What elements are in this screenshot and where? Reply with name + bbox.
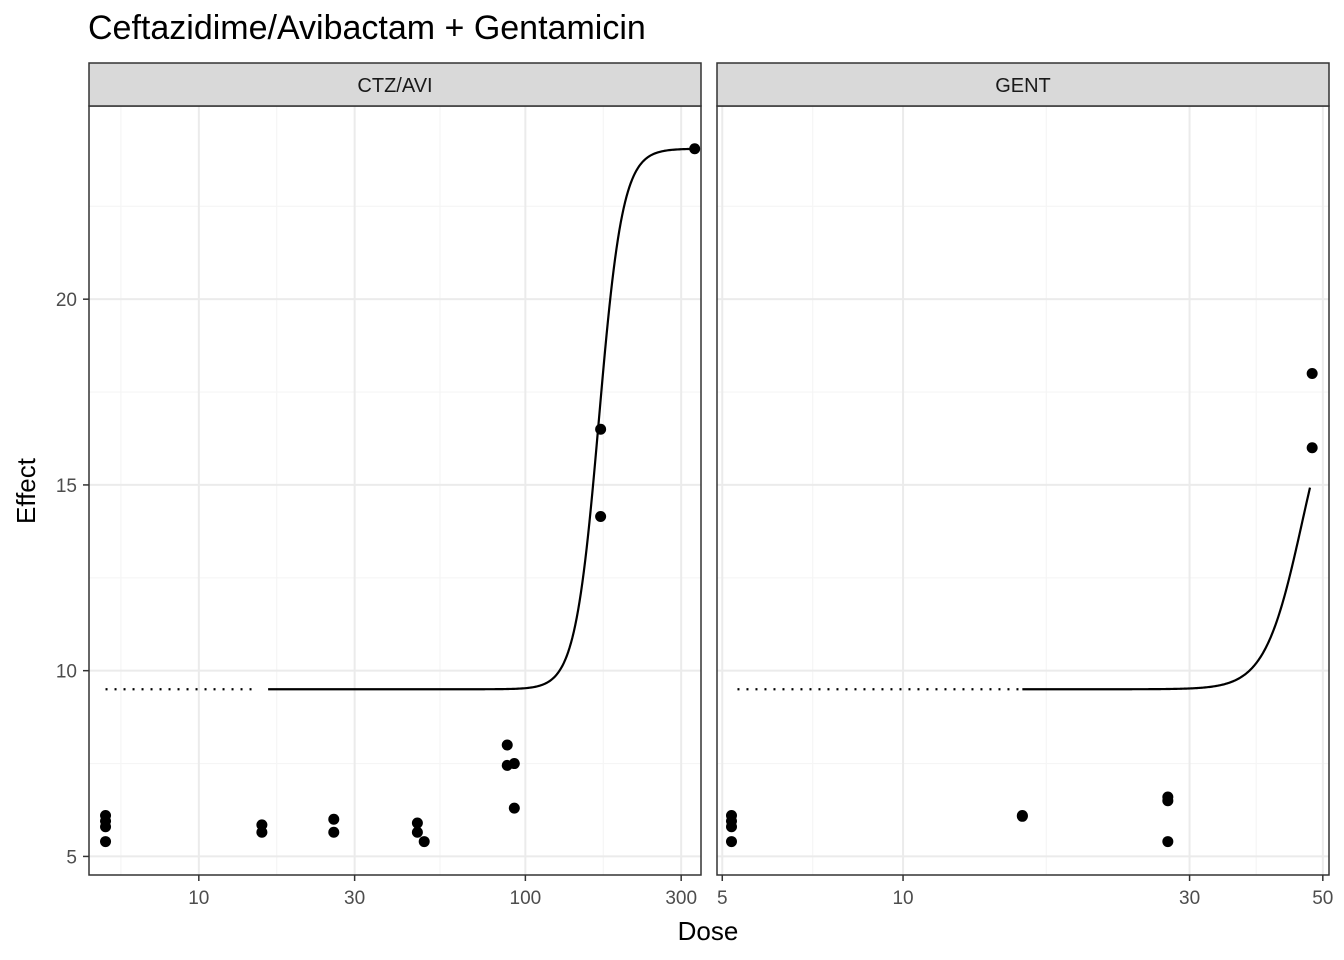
data-point	[328, 813, 340, 825]
chart-title: Ceftazidime/Avibactam + Gentamicin	[88, 9, 646, 47]
facet-strip-label: CTZ/AVI	[357, 75, 432, 97]
x-tick-label: 300	[665, 888, 697, 909]
y-tick-label: 20	[56, 290, 77, 311]
x-axis-title: Dose	[678, 916, 739, 946]
data-point	[595, 423, 607, 435]
x-tick-label: 10	[188, 888, 209, 909]
x-tick-label: 50	[1312, 888, 1333, 909]
panel-background	[717, 106, 1329, 875]
data-point	[725, 836, 737, 848]
data-point	[1016, 810, 1028, 822]
data-point	[725, 821, 737, 833]
data-point	[411, 817, 423, 829]
fitted-curve	[268, 147, 695, 691]
y-axis-title: Effect	[11, 457, 41, 524]
data-point	[508, 802, 520, 814]
data-point	[256, 826, 268, 838]
panel-1: GENT 5 10 30 50	[716, 62, 1333, 909]
data-point	[1306, 442, 1318, 454]
facet-strip-label: GENT	[995, 75, 1051, 97]
data-point	[100, 821, 112, 833]
data-point	[689, 143, 701, 155]
facet-strip	[88, 62, 702, 107]
y-tick-label: 10	[56, 662, 77, 683]
x-tick-label: 30	[1179, 888, 1200, 909]
facet-panels: CTZ/AVI 10 30 100 300 5 10 15 20 GENT 5 10 30 50	[56, 62, 1333, 909]
fitted-curve	[1022, 487, 1312, 691]
data-point	[1162, 795, 1174, 807]
data-point	[411, 826, 423, 838]
y-tick-label: 5	[66, 847, 77, 868]
data-point	[508, 758, 520, 770]
x-tick-label: 30	[344, 888, 365, 909]
data-point	[418, 836, 430, 848]
data-point	[328, 826, 340, 838]
y-tick-label: 15	[56, 476, 77, 497]
x-tick-label: 100	[510, 888, 542, 909]
data-point	[1162, 836, 1174, 848]
x-tick-label: 5	[717, 888, 728, 909]
panel-0: CTZ/AVI 10 30 100 300 5 10 15 20	[56, 62, 702, 909]
data-point	[501, 739, 513, 751]
panel-background	[89, 106, 701, 875]
x-tick-label: 10	[892, 888, 913, 909]
data-point	[1306, 367, 1318, 379]
data-point	[100, 836, 112, 848]
facet-strip	[716, 62, 1330, 107]
data-point	[595, 511, 607, 523]
